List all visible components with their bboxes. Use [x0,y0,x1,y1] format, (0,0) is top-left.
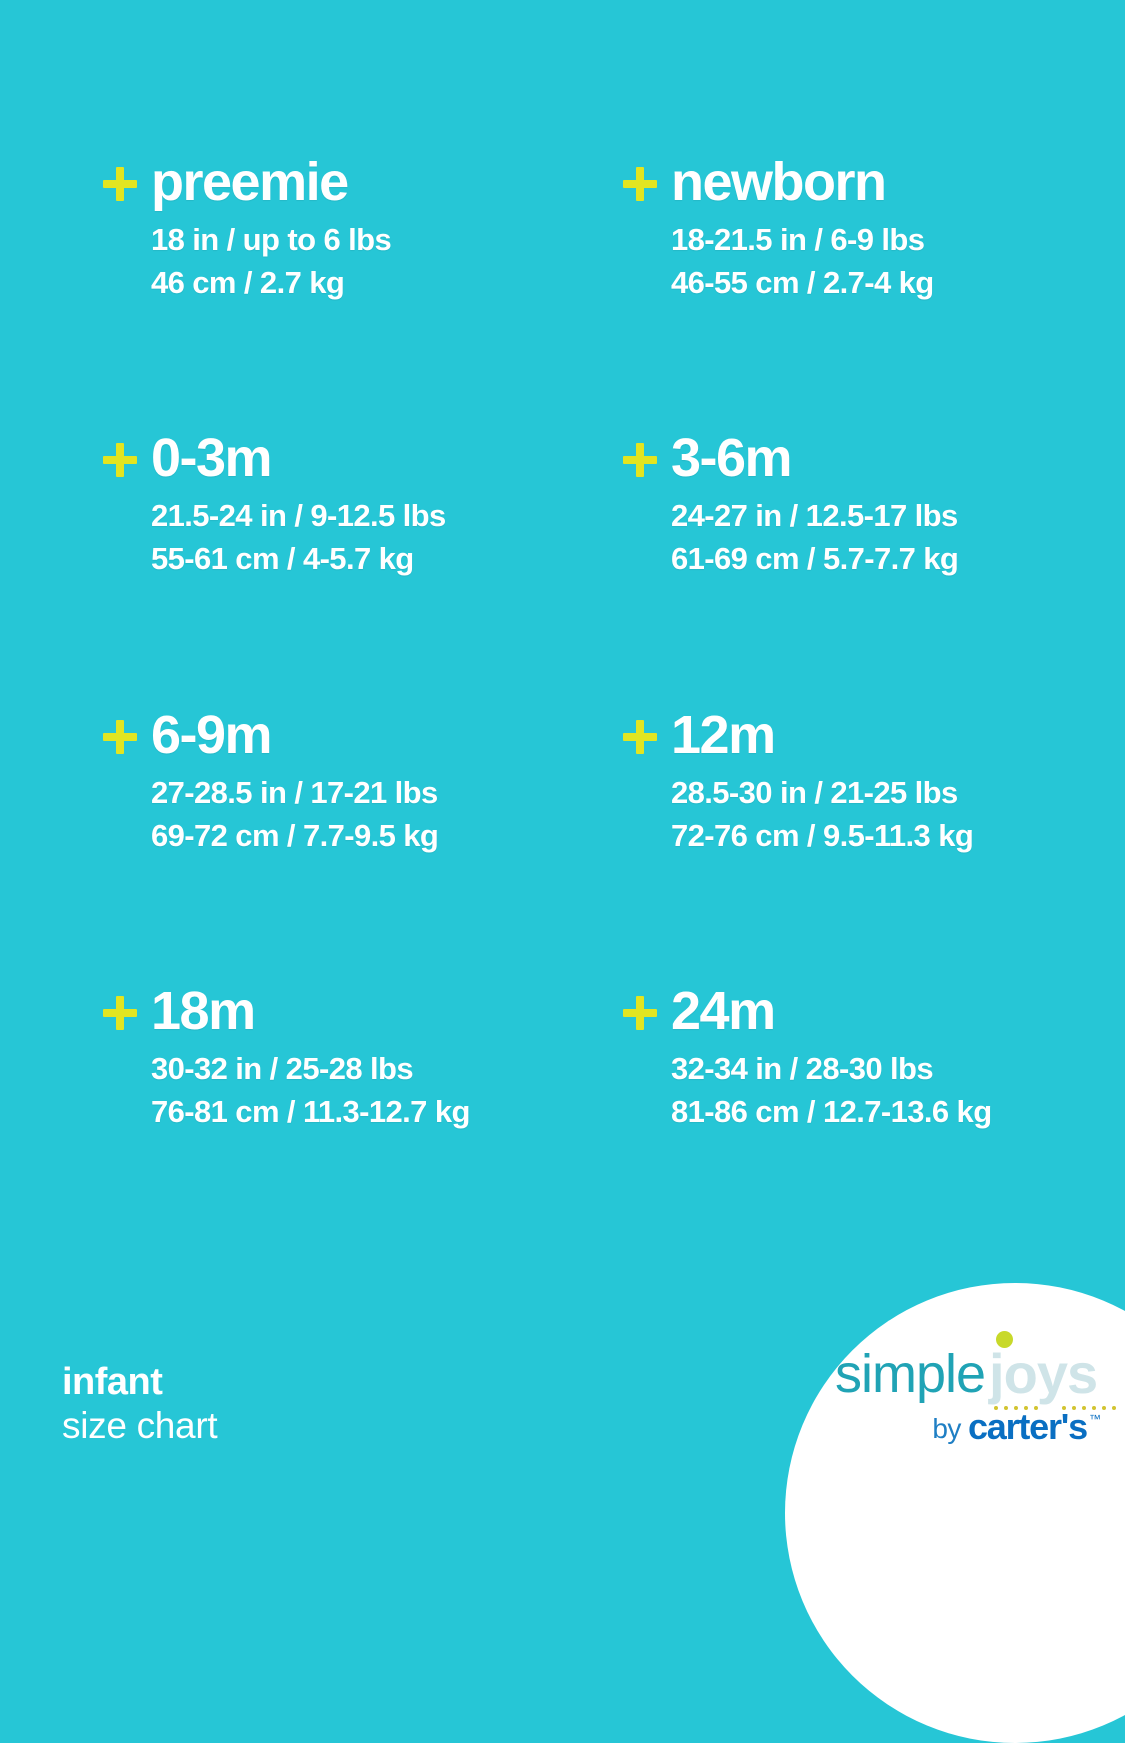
size-measurements: 27-28.5 in / 17-21 lbs 69-72 cm / 7.7-9.… [151,771,603,857]
brand-word-joys: joys [989,1342,1098,1405]
size-line-imperial: 27-28.5 in / 17-21 lbs [151,774,438,810]
size-grid: preemie 18 in / up to 6 lbs 46 cm / 2.7 … [103,150,1123,1255]
joy-dot-icon [996,1331,1014,1348]
size-header: 18m [103,979,603,1043]
size-block-18m: 18m 30-32 in / 25-28 lbs 76-81 cm / 11.3… [103,979,603,1255]
size-measurements: 24-27 in / 12.5-17 lbs 61-69 cm / 5.7-7.… [671,494,1123,580]
size-header: 0-3m [103,426,603,490]
size-header: 3-6m [623,426,1123,490]
brand-logo: simple joys by carter's ™ [835,1331,1117,1447]
size-header: 6-9m [103,703,603,767]
size-block-3-6m: 3-6m 24-27 in / 12.5-17 lbs 61-69 cm / 5… [623,426,1123,702]
size-line-metric: 61-69 cm / 5.7-7.7 kg [671,541,959,577]
size-label: 6-9m [151,704,273,765]
size-chart-page: preemie 18 in / up to 6 lbs 46 cm / 2.7 … [62,150,1125,1743]
brand-logo-secondary: by carter's ™ [835,1406,1105,1447]
size-measurements: 18-21.5 in / 6-9 lbs 46-55 cm / 2.7-4 kg [671,218,1123,304]
size-block-preemie: preemie 18 in / up to 6 lbs 46 cm / 2.7 … [103,150,603,426]
size-line-metric: 55-61 cm / 4-5.7 kg [151,541,414,577]
plus-icon [103,443,137,478]
brand-logo-primary: simple joys [835,1331,1117,1410]
brand-circle: simple joys by carter's ™ [785,1283,1125,1743]
size-measurements: 32-34 in / 28-30 lbs 81-86 cm / 12.7-13.… [671,1047,1123,1133]
size-label: 24m [671,980,776,1041]
brand-joys-wrap: joys [989,1331,1117,1410]
plus-icon [103,995,137,1030]
size-measurements: 18 in / up to 6 lbs 46 cm / 2.7 kg [151,218,603,304]
size-label: 3-6m [671,428,793,489]
size-block-newborn: newborn 18-21.5 in / 6-9 lbs 46-55 cm / … [623,150,1123,426]
size-label: 12m [671,704,776,765]
size-line-metric: 81-86 cm / 12.7-13.6 kg [671,1093,992,1129]
brand-word-by: by [932,1413,961,1444]
size-line-metric: 46-55 cm / 2.7-4 kg [671,265,934,300]
page-subtitle: size chart [62,1405,218,1446]
size-line-imperial: 21.5-24 in / 9-12.5 lbs [151,498,446,534]
size-label: newborn [671,152,887,212]
size-line-imperial: 32-34 in / 28-30 lbs [671,1050,934,1086]
size-block-12m: 12m 28.5-30 in / 21-25 lbs 72-76 cm / 9.… [623,703,1123,979]
size-header: 12m [623,703,1123,767]
brand-word-simple: simple [835,1344,986,1404]
size-measurements: 21.5-24 in / 9-12.5 lbs 55-61 cm / 4-5.7… [151,494,603,580]
brand-dot-underline [994,1406,1125,1412]
trademark-icon: ™ [1089,1412,1101,1426]
size-line-imperial: 28.5-30 in / 21-25 lbs [671,774,958,810]
size-line-metric: 72-76 cm / 9.5-11.3 kg [671,817,974,853]
plus-icon [623,167,657,201]
size-header: newborn [623,150,1123,214]
plus-icon [623,719,657,754]
size-label: 0-3m [151,428,273,489]
plus-icon [623,995,657,1030]
plus-icon [103,167,137,201]
size-header: preemie [103,150,603,214]
size-measurements: 30-32 in / 25-28 lbs 76-81 cm / 11.3-12.… [151,1047,603,1133]
size-line-metric: 76-81 cm / 11.3-12.7 kg [151,1093,470,1129]
brand-word-carters: carter's [967,1406,1088,1447]
size-label: preemie [151,152,349,212]
size-measurements: 28.5-30 in / 21-25 lbs 72-76 cm / 9.5-11… [671,771,1123,857]
page-title: infant [62,1361,163,1403]
size-line-metric: 46 cm / 2.7 kg [151,265,345,300]
size-line-imperial: 30-32 in / 25-28 lbs [151,1050,414,1086]
size-line-imperial: 18 in / up to 6 lbs [151,222,392,257]
plus-icon [103,719,137,754]
size-line-imperial: 24-27 in / 12.5-17 lbs [671,498,958,534]
size-line-imperial: 18-21.5 in / 6-9 lbs [671,222,925,257]
size-block-6-9m: 6-9m 27-28.5 in / 17-21 lbs 69-72 cm / 7… [103,703,603,979]
size-header: 24m [623,979,1123,1043]
size-block-0-3m: 0-3m 21.5-24 in / 9-12.5 lbs 55-61 cm / … [103,426,603,702]
plus-icon [623,443,657,478]
size-label: 18m [151,980,256,1041]
size-block-24m: 24m 32-34 in / 28-30 lbs 81-86 cm / 12.7… [623,979,1123,1255]
size-line-metric: 69-72 cm / 7.7-9.5 kg [151,817,439,853]
footer-caption: infant size chart [62,1360,218,1448]
